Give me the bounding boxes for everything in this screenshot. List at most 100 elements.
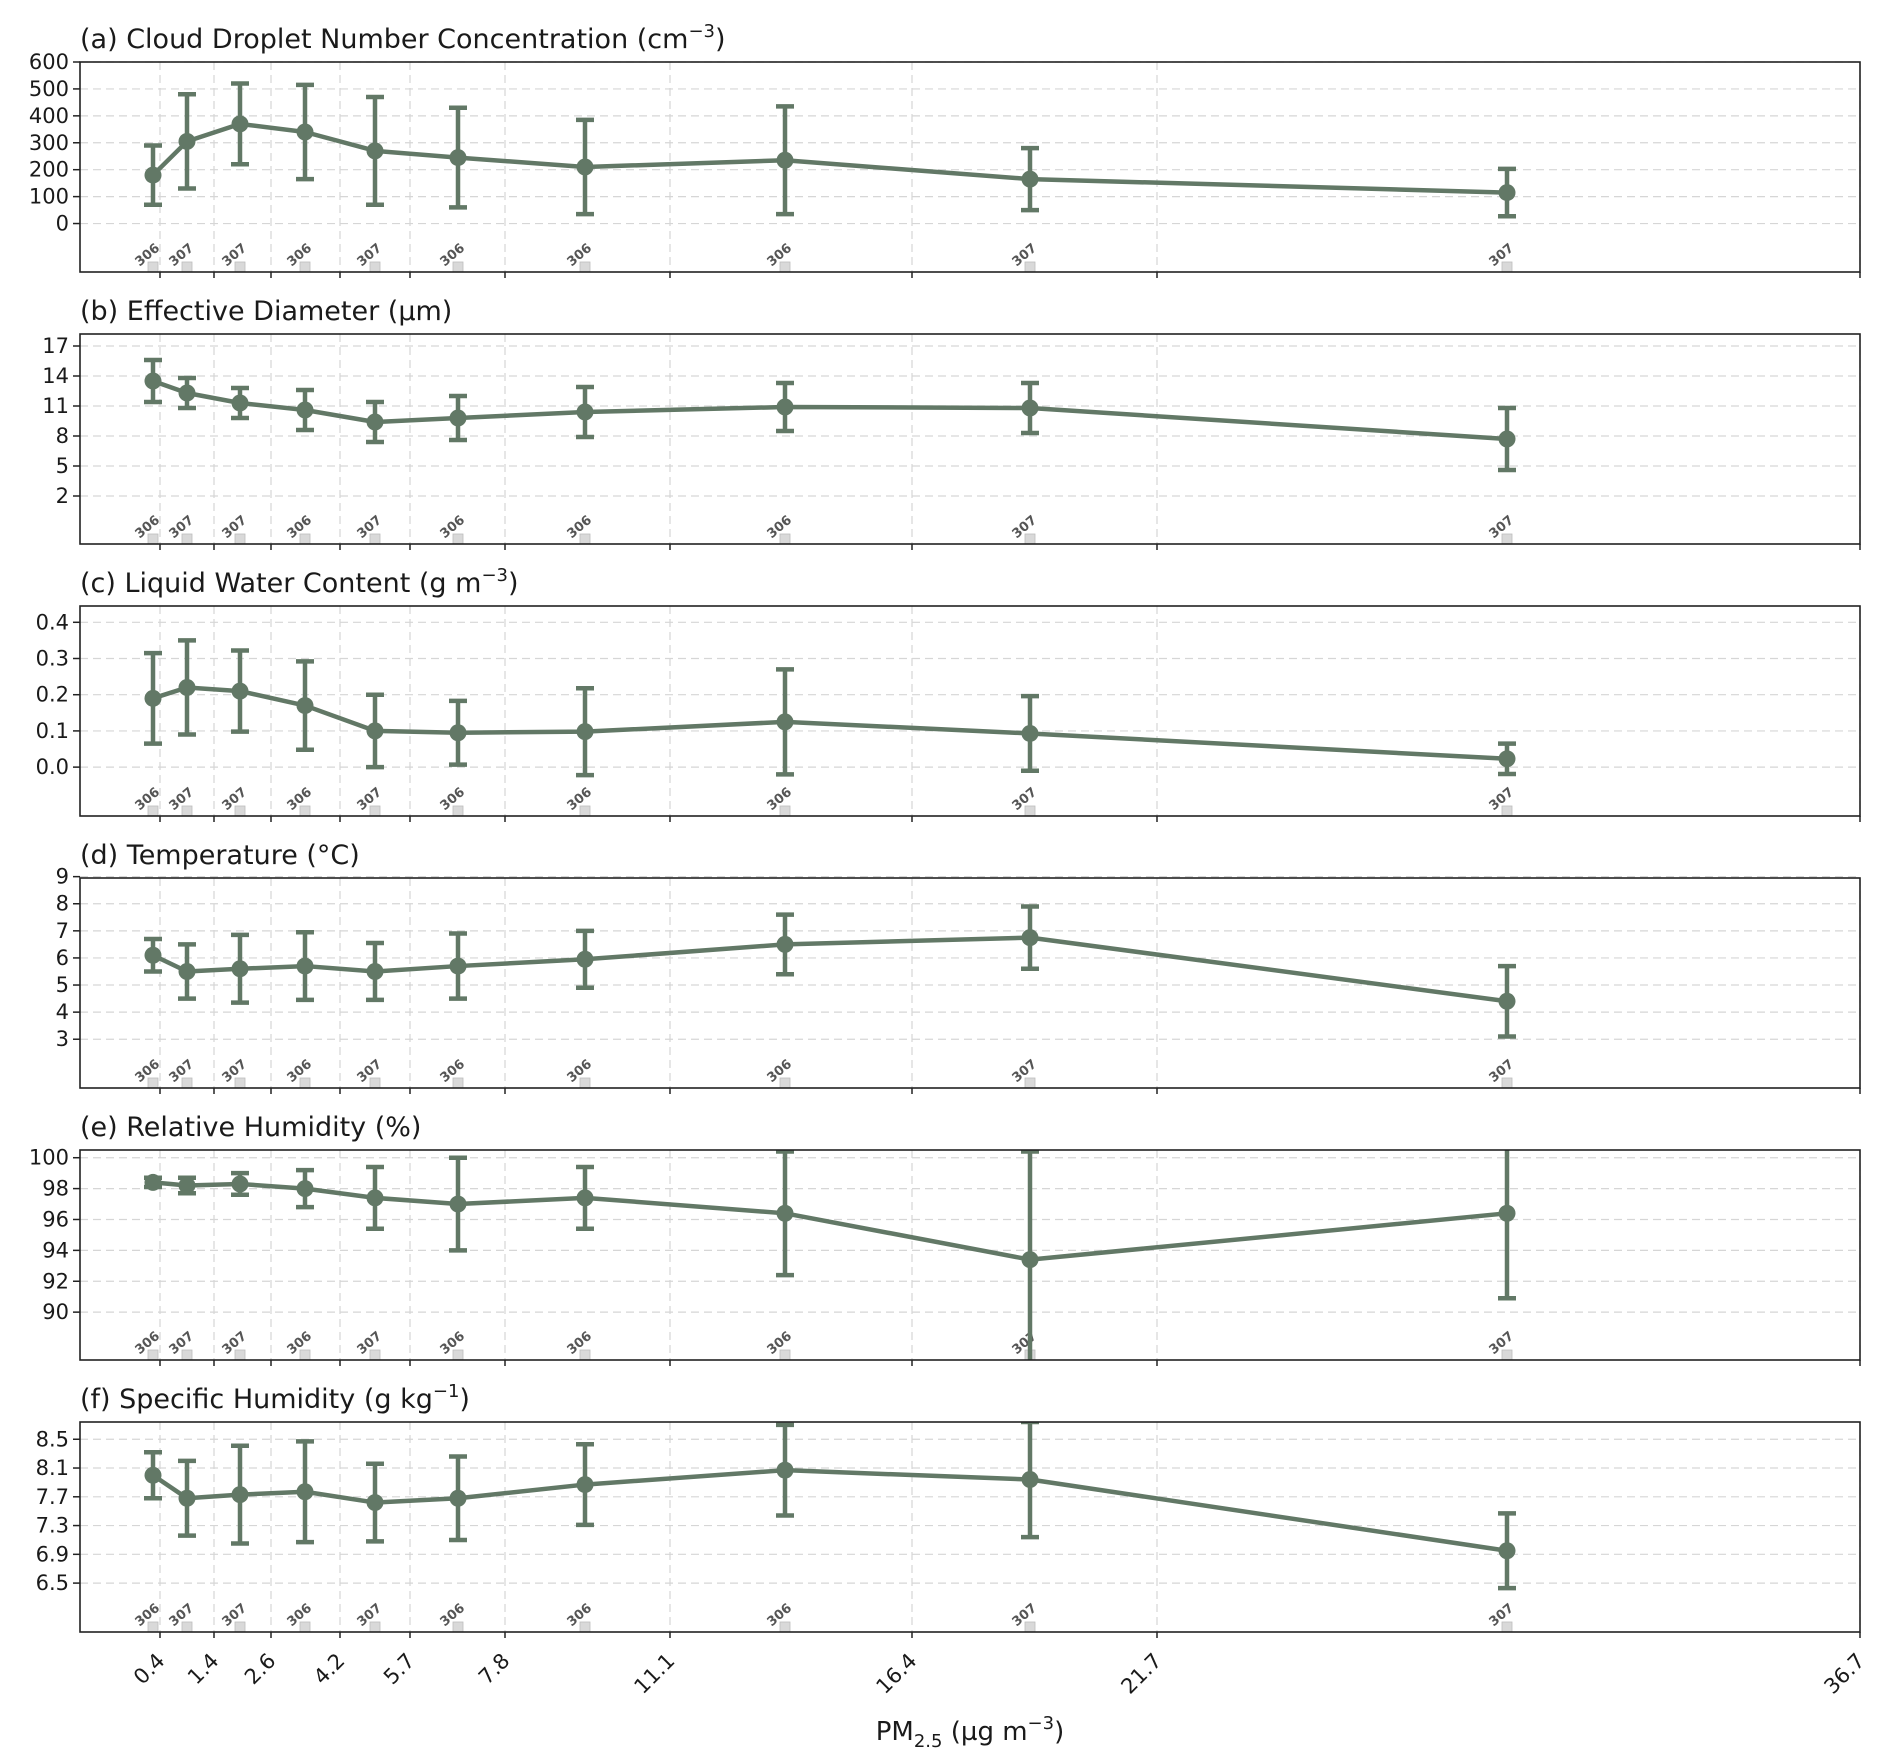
data-point: [776, 1204, 794, 1222]
y-tick-label: 17: [42, 334, 69, 358]
data-point: [178, 1489, 196, 1507]
series-line: [152, 1180, 1508, 1262]
data-point: [776, 1461, 794, 1479]
axes-frame: [79, 1421, 1861, 1633]
y-tick-label: 6.9: [36, 1542, 69, 1566]
y-tick-label: 14: [42, 364, 69, 388]
data-point: [776, 713, 794, 731]
panel-title-main: (c) Liquid Water Content (g m: [80, 568, 481, 599]
series-layer: [144, 638, 1516, 778]
y-tick-label: 7.7: [36, 1485, 69, 1509]
panel-title-end: ): [459, 1384, 470, 1415]
x-tick-label: 5.7: [379, 1649, 420, 1690]
data-point: [776, 935, 794, 953]
panel-title: (f) Specific Humidity (g kg−1): [80, 1381, 470, 1415]
y-tick-label: 11: [42, 394, 69, 418]
x-axis-label-main: PM: [876, 1717, 914, 1747]
y-tick-label: 0.3: [36, 647, 69, 671]
series-line: [152, 378, 1508, 442]
data-point: [296, 1180, 314, 1198]
y-tick-label: 7: [56, 919, 69, 943]
data-point: [576, 1476, 594, 1494]
x-tick-label: 11.1: [629, 1649, 679, 1699]
x-axis-label-superscript: −3: [1028, 1713, 1055, 1734]
panel-title: (a) Cloud Droplet Number Concentration (…: [80, 21, 726, 55]
data-point: [449, 724, 467, 742]
data-point: [178, 384, 196, 402]
data-point: [144, 689, 162, 707]
y-tick-label: 2: [56, 484, 69, 508]
y-tick-label: 0.2: [36, 683, 69, 707]
x-tick-label: 1.4: [183, 1649, 224, 1690]
panel-title-superscript: −1: [433, 1381, 460, 1402]
data-point: [449, 957, 467, 975]
y-tick-label: 5: [56, 454, 69, 478]
x-axis-label-close: ): [1054, 1717, 1064, 1747]
y-tick-label: 5: [56, 973, 69, 997]
data-point: [449, 1489, 467, 1507]
axes-frame: [79, 877, 1861, 1089]
data-point: [1498, 750, 1516, 768]
data-point: [366, 1494, 384, 1512]
y-tick-label: 90: [42, 1300, 69, 1324]
data-point: [1021, 1251, 1039, 1269]
panel-title-main: (f) Specific Humidity (g kg: [80, 1384, 433, 1415]
panel-title-main: (a) Cloud Droplet Number Concentration (…: [80, 24, 688, 55]
data-point: [231, 115, 249, 133]
panel-a: (a) Cloud Droplet Number Concentration (…: [29, 21, 1861, 278]
series-line: [152, 685, 1508, 762]
data-point: [776, 151, 794, 169]
x-axis-label: PM2.5 (µg m−3): [876, 1713, 1065, 1752]
panel-title-superscript: −3: [688, 21, 715, 42]
axes-frame: [79, 333, 1861, 545]
y-tick-label: 94: [42, 1238, 69, 1262]
data-point: [296, 401, 314, 419]
panel-c: (c) Liquid Water Content (g m−3) 0.0 0.1 0.…: [36, 565, 1861, 822]
series-line: [152, 935, 1508, 1004]
y-tick-label: 6: [56, 946, 69, 970]
data-point: [449, 409, 467, 427]
series-layer: [144, 357, 1516, 473]
y-tick-label: 0.0: [36, 755, 69, 779]
data-point: [231, 394, 249, 412]
y-tick-label: 400: [29, 104, 69, 128]
data-point: [366, 413, 384, 431]
y-tick-label: 92: [42, 1269, 69, 1293]
panels-layer: (a) Cloud Droplet Number Concentration (…: [29, 21, 1861, 1638]
y-tick-label: 100: [29, 1146, 69, 1170]
axes-frame: [79, 1149, 1861, 1361]
data-point: [1021, 929, 1039, 947]
x-tick-label: 4.2: [309, 1649, 350, 1690]
y-tick-label: 100: [29, 185, 69, 209]
x-tick-label: 2.6: [240, 1649, 281, 1690]
y-tick-label: 500: [29, 77, 69, 101]
series-layer: [144, 1422, 1516, 1591]
data-point: [231, 960, 249, 978]
panel-title-superscript: −3: [481, 565, 508, 586]
data-point: [576, 403, 594, 421]
data-point: [144, 1173, 162, 1191]
data-point: [366, 1189, 384, 1207]
series-layer: [144, 1150, 1516, 1360]
series-layer: [144, 904, 1516, 1039]
panel-title: (e) Relative Humidity (%): [80, 1112, 421, 1143]
x-tick-label: 16.4: [871, 1649, 921, 1699]
x-tick-label: 21.7: [1116, 1649, 1166, 1699]
axes-frame: [79, 61, 1861, 273]
data-point: [231, 1486, 249, 1504]
y-tick-label: 7.3: [36, 1514, 69, 1538]
data-point: [296, 1483, 314, 1501]
data-point: [1021, 399, 1039, 417]
panel-title: (b) Effective Diameter (µm): [80, 296, 452, 327]
data-point: [144, 1466, 162, 1484]
panel-title-main: (e) Relative Humidity (%): [80, 1112, 421, 1143]
panel-f: (f) Specific Humidity (g kg−1) 6.5 6.9 7.3 7…: [36, 1381, 1861, 1638]
series-line: [151, 1467, 1508, 1553]
series-layer: [144, 81, 1516, 219]
data-point: [576, 1189, 594, 1207]
data-point: [576, 723, 594, 741]
y-tick-label: 8: [56, 892, 69, 916]
panel-title-end: ): [508, 568, 519, 599]
